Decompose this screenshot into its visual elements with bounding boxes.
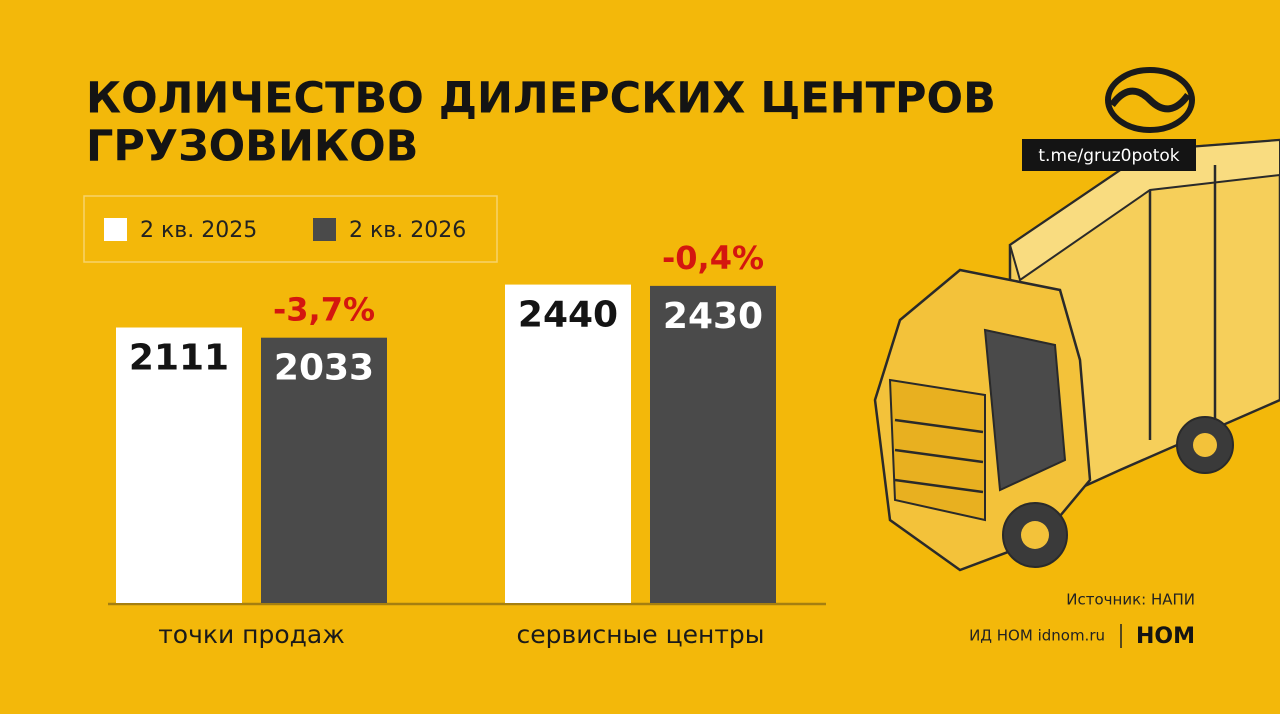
bar [505,284,631,603]
change-label: -0,4% [662,239,764,277]
bar [261,337,387,603]
change-label: -3,7% [273,291,375,329]
truck-illustration [873,138,1280,572]
legend-swatch [313,218,336,241]
channel: t.me/gruz0potok [1038,146,1179,166]
legend-label: 2 кв. 2025 [140,218,257,243]
brand: НОМ [1136,624,1195,649]
channel-box [1022,139,1196,171]
bar [116,327,242,603]
x-tick-label: сервисные центры [516,620,764,649]
grille-line [894,448,984,464]
chart-title: ГРУЗОВИКОВ [86,122,418,172]
data-label: 2430 [663,296,763,337]
legend-label: 2 кв. 2026 [349,218,466,243]
data-label: 2033 [274,348,374,389]
data-label: 2111 [129,338,229,379]
logo [1105,67,1195,133]
grille-line [894,478,984,494]
data-label: 2440 [518,295,618,336]
legend-box [83,195,498,263]
publisher: ИД НОМ idnom.ru [969,627,1105,645]
legend-swatch [104,218,127,241]
source: Источник: НАПИ [1066,591,1195,609]
bar [650,285,776,603]
x-tick-label: точки продаж [158,620,345,649]
grille-line [894,418,984,434]
chart-title: КОЛИЧЕСТВО ДИЛЕРСКИХ ЦЕНТРОВ [86,74,996,124]
